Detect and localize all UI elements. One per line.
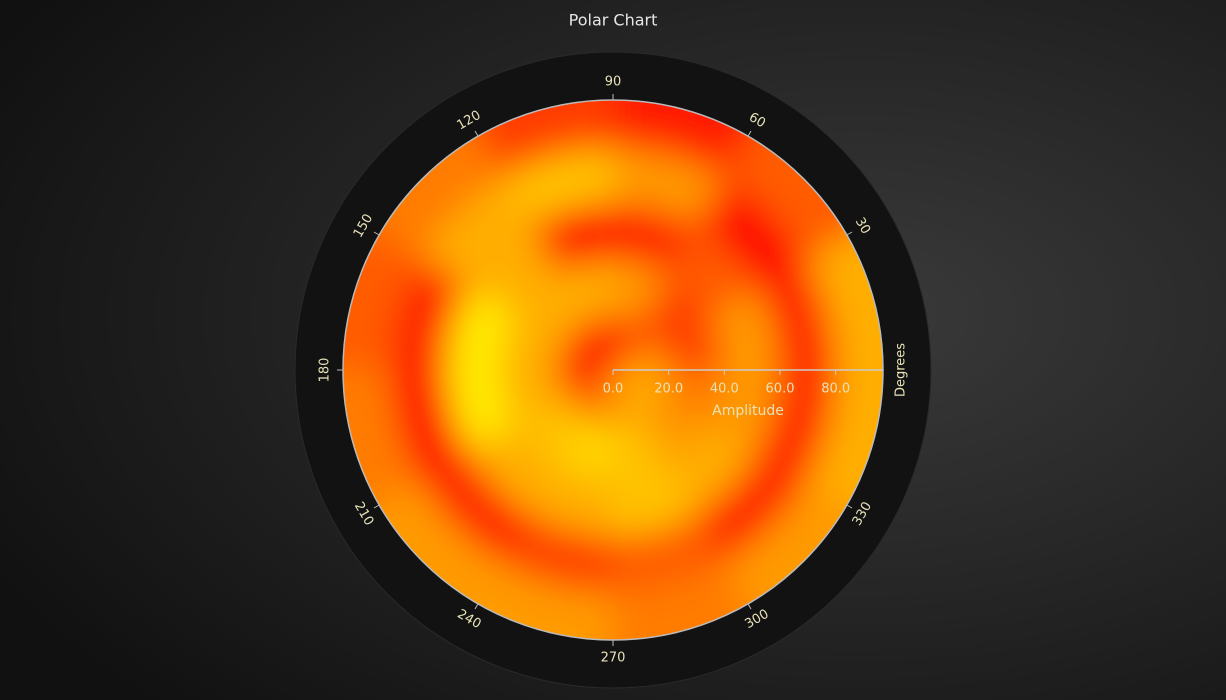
- chart-title: Polar Chart: [569, 11, 658, 30]
- theta-tick-label: 90: [605, 75, 622, 90]
- r-tick-label: 80.0: [821, 382, 850, 397]
- theta-tick-label: 270: [601, 651, 626, 666]
- theta-tick: [747, 603, 752, 610]
- theta-tick-label: 60: [746, 110, 768, 131]
- heat-cell: [343, 213, 422, 371]
- theta-tick: [846, 231, 853, 236]
- heat-cell: [456, 561, 614, 640]
- heat-cell: [612, 100, 770, 179]
- r-tick-label: 40.0: [710, 382, 739, 397]
- theta-tick-label: 180: [318, 358, 333, 383]
- r-tick-label: 0.0: [603, 382, 624, 397]
- theta-tick: [373, 504, 380, 509]
- r-tick-label: 20.0: [654, 382, 683, 397]
- theta-tick: [474, 603, 479, 610]
- theta-tick-label: 30: [852, 215, 873, 237]
- theta-tick: [747, 130, 752, 137]
- theta-tick: [373, 231, 380, 236]
- theta-tick: [846, 504, 853, 509]
- theta-axis-label: Degrees: [894, 343, 909, 397]
- theta-tick: [474, 130, 479, 137]
- r-axis-label: Amplitude: [712, 403, 784, 419]
- r-tick-label: 60.0: [766, 382, 795, 397]
- heat-cell: [804, 369, 883, 527]
